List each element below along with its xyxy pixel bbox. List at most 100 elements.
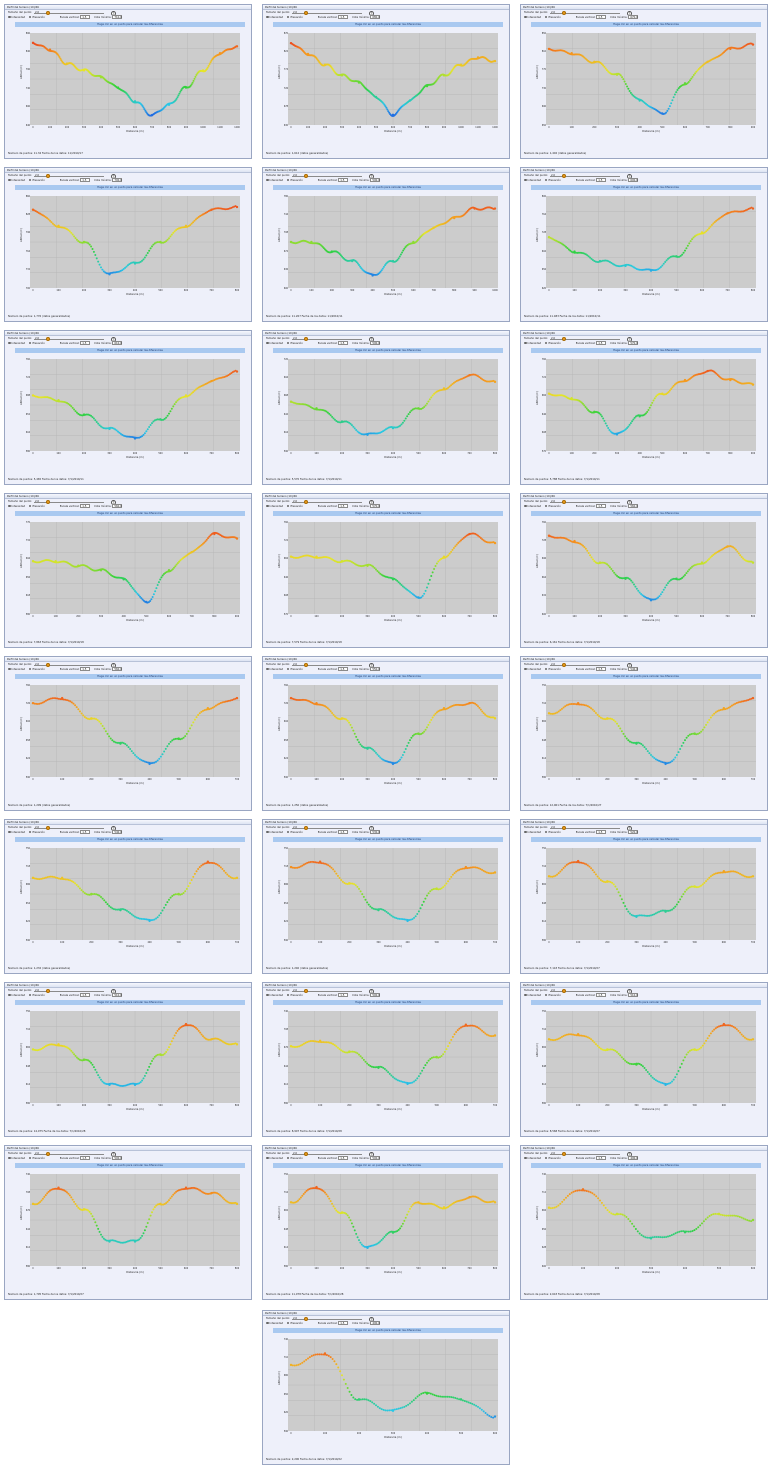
point-size-slider[interactable] xyxy=(34,828,104,829)
intensity-radio[interactable] xyxy=(8,178,11,181)
click-instruction-bar[interactable]: Haga clic en un punto para calcular las … xyxy=(531,674,761,679)
intensity-radio[interactable] xyxy=(266,178,269,181)
click-instruction-bar[interactable]: Haga clic en un punto para calcular las … xyxy=(531,511,761,516)
min-elevation-input[interactable]: 570.0 xyxy=(628,341,639,345)
click-instruction-bar[interactable]: Haga clic en un punto para calcular las … xyxy=(15,185,245,190)
click-instruction-bar[interactable]: Haga clic en un punto para calcular las … xyxy=(531,185,761,190)
intensity-radio[interactable] xyxy=(266,341,269,344)
point-size-slider[interactable] xyxy=(34,13,104,14)
click-instruction-bar[interactable]: Haga clic en un punto para calcular las … xyxy=(15,1000,245,1005)
click-instruction-bar[interactable]: Haga clic en un punto para calcular las … xyxy=(15,22,245,27)
point-size-slider[interactable] xyxy=(550,828,620,829)
profile-plot[interactable] xyxy=(288,1011,498,1103)
point-size-slider-thumb[interactable] xyxy=(46,663,50,667)
profile-plot[interactable] xyxy=(30,685,240,777)
profile-plot[interactable] xyxy=(288,685,498,777)
point-size-slider[interactable] xyxy=(292,991,362,992)
profile-plot[interactable] xyxy=(288,848,498,940)
click-instruction-bar[interactable]: Haga clic en un punto para calcular las … xyxy=(531,22,761,27)
min-elevation-input[interactable]: 550.0 xyxy=(370,667,381,671)
point-size-slider[interactable] xyxy=(292,13,362,14)
profile-plot[interactable] xyxy=(546,522,756,614)
click-instruction-bar[interactable]: Haga clic en un punto para calcular las … xyxy=(273,22,503,27)
point-size-slider-thumb[interactable] xyxy=(46,337,50,341)
point-size-slider[interactable] xyxy=(292,502,362,503)
intensity-radio[interactable] xyxy=(266,830,269,833)
min-elevation-input[interactable]: 570.0 xyxy=(370,504,381,508)
point-size-slider[interactable] xyxy=(292,1154,362,1155)
profile-plot[interactable] xyxy=(546,848,756,940)
vertical-scale-input[interactable]: 1.5 xyxy=(596,15,607,19)
min-elevation-input[interactable]: 600.0 xyxy=(628,178,639,182)
vertical-scale-input[interactable]: 1.5 xyxy=(80,178,91,182)
click-instruction-bar[interactable]: Haga clic en un punto para calcular las … xyxy=(273,348,503,353)
point-size-slider-thumb[interactable] xyxy=(562,174,566,178)
profile-plot[interactable] xyxy=(30,522,240,614)
click-instruction-bar[interactable]: Haga clic en un punto para calcular las … xyxy=(273,1163,503,1168)
vertical-scale-input[interactable]: 1.5 xyxy=(80,15,91,19)
point-size-slider-thumb[interactable] xyxy=(304,663,308,667)
click-instruction-bar[interactable]: Haga clic en un punto para calcular las … xyxy=(15,348,245,353)
min-elevation-input[interactable]: 710.0 xyxy=(112,15,123,19)
intensity-radio[interactable] xyxy=(266,504,269,507)
point-size-slider[interactable] xyxy=(550,339,620,340)
point-size-slider[interactable] xyxy=(550,991,620,992)
intensity-radio[interactable] xyxy=(266,15,269,18)
vertical-scale-input[interactable]: 1.5 xyxy=(80,993,91,997)
profile-plot[interactable] xyxy=(30,359,240,451)
vertical-scale-input[interactable]: 1.5 xyxy=(596,830,607,834)
vertical-scale-input[interactable]: 1.5 xyxy=(80,830,91,834)
intensity-radio[interactable] xyxy=(8,15,11,18)
intensity-radio[interactable] xyxy=(8,341,11,344)
click-instruction-bar[interactable]: Haga clic en un punto para calcular las … xyxy=(531,1163,761,1168)
click-instruction-bar[interactable]: Haga clic en un punto para calcular las … xyxy=(273,674,503,679)
vertical-scale-input[interactable]: 1.5 xyxy=(596,993,607,997)
min-elevation-input[interactable]: 500.0 xyxy=(370,993,381,997)
point-size-slider[interactable] xyxy=(34,665,104,666)
point-size-slider[interactable] xyxy=(292,665,362,666)
min-elevation-input[interactable]: 540.0 xyxy=(628,667,639,671)
point-size-slider-thumb[interactable] xyxy=(304,500,308,504)
intensity-radio[interactable] xyxy=(524,178,527,181)
min-elevation-input[interactable]: 560.0 xyxy=(628,504,639,508)
point-size-slider-thumb[interactable] xyxy=(304,337,308,341)
click-instruction-bar[interactable]: Haga clic en un punto para calcular las … xyxy=(15,1163,245,1168)
vertical-scale-input[interactable]: 1.5 xyxy=(338,830,349,834)
min-elevation-input[interactable]: 520.0 xyxy=(628,830,639,834)
click-instruction-bar[interactable]: Haga clic en un punto para calcular las … xyxy=(273,837,503,842)
click-instruction-bar[interactable]: Haga clic en un punto para calcular las … xyxy=(531,348,761,353)
point-size-slider[interactable] xyxy=(34,502,104,503)
vertical-scale-input[interactable]: 1.5 xyxy=(80,504,91,508)
min-elevation-input[interactable]: 670.0 xyxy=(628,15,639,19)
min-elevation-input[interactable]: 500.0 xyxy=(112,1156,123,1160)
point-size-slider-thumb[interactable] xyxy=(46,174,50,178)
intensity-radio[interactable] xyxy=(266,1156,269,1159)
vertical-scale-input[interactable]: 1.5 xyxy=(596,667,607,671)
min-elevation-input[interactable]: 500.0 xyxy=(370,1156,381,1160)
point-size-slider[interactable] xyxy=(34,1154,104,1155)
point-size-slider-thumb[interactable] xyxy=(562,11,566,15)
vertical-scale-input[interactable]: 1.5 xyxy=(338,1156,349,1160)
click-instruction-bar[interactable]: Haga clic en un punto para calcular las … xyxy=(531,837,761,842)
profile-plot[interactable] xyxy=(546,359,756,451)
profile-plot[interactable] xyxy=(30,196,240,288)
point-size-slider[interactable] xyxy=(34,991,104,992)
point-size-slider-thumb[interactable] xyxy=(304,174,308,178)
intensity-radio[interactable] xyxy=(8,667,11,670)
profile-plot[interactable] xyxy=(30,1174,240,1266)
click-instruction-bar[interactable]: Haga clic en un punto para calcular las … xyxy=(15,837,245,842)
point-size-slider-thumb[interactable] xyxy=(46,11,50,15)
point-size-slider[interactable] xyxy=(550,665,620,666)
point-size-slider[interactable] xyxy=(550,176,620,177)
point-size-slider[interactable] xyxy=(550,1154,620,1155)
profile-plot[interactable] xyxy=(288,33,498,125)
intensity-radio[interactable] xyxy=(524,993,527,996)
intensity-radio[interactable] xyxy=(524,1156,527,1159)
profile-plot[interactable] xyxy=(288,1174,498,1266)
profile-plot[interactable] xyxy=(546,685,756,777)
intensity-radio[interactable] xyxy=(524,341,527,344)
intensity-radio[interactable] xyxy=(524,830,527,833)
intensity-radio[interactable] xyxy=(524,667,527,670)
min-elevation-input[interactable]: 560.0 xyxy=(112,504,123,508)
vertical-scale-input[interactable]: 1.5 xyxy=(596,504,607,508)
